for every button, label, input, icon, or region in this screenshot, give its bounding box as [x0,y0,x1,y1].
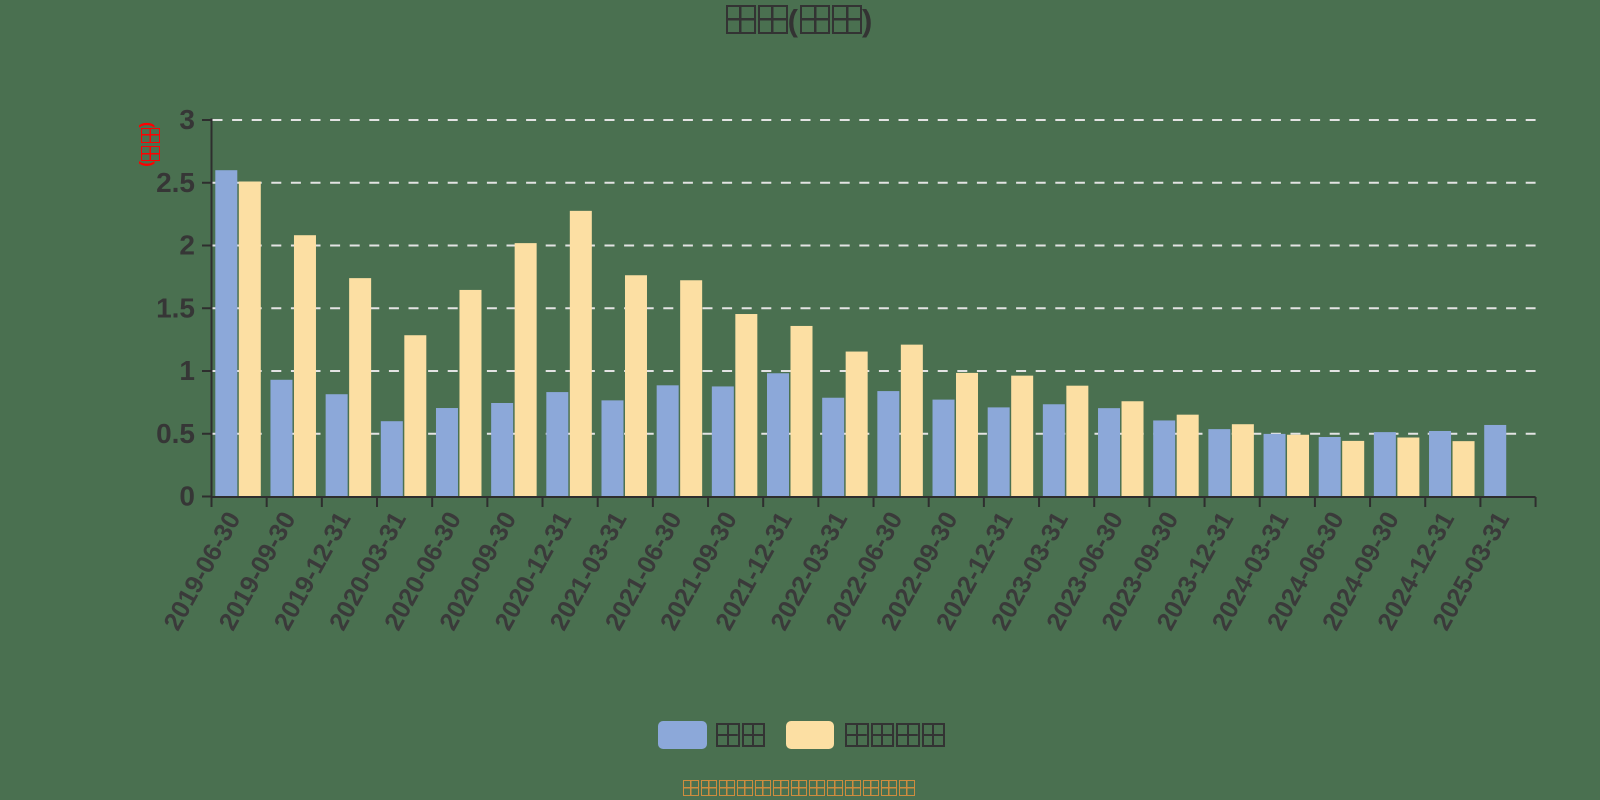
svg-text:1: 1 [179,355,195,386]
svg-text:3: 3 [179,104,195,135]
svg-text:0: 0 [179,481,195,512]
svg-text:0.5: 0.5 [156,418,195,449]
svg-text:1.5: 1.5 [156,292,195,323]
svg-text:2.5: 2.5 [156,167,195,198]
svg-text:2: 2 [179,230,195,261]
